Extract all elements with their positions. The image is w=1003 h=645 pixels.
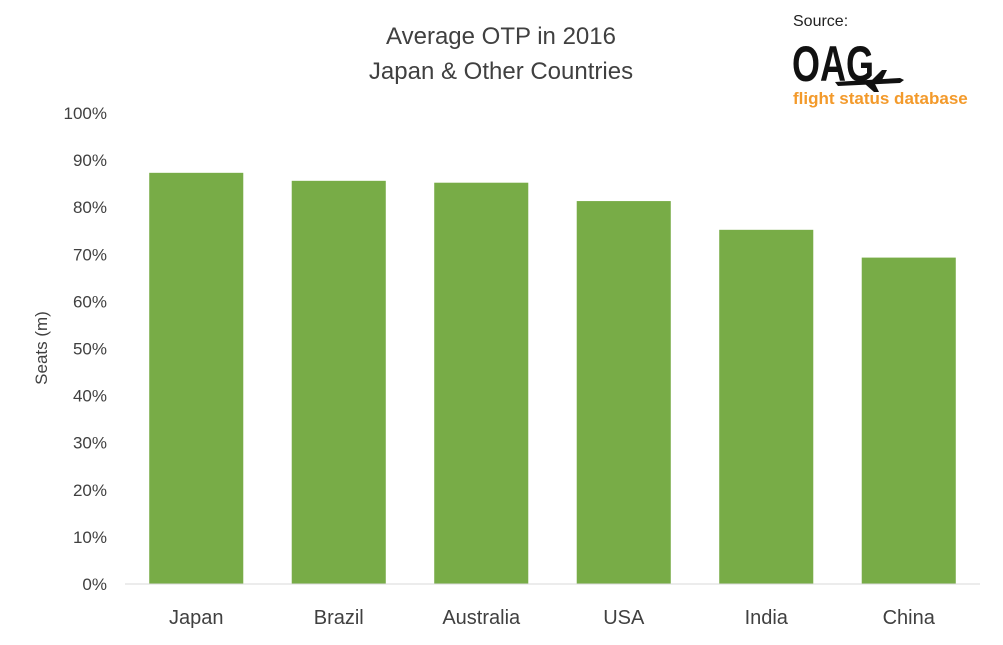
y-tick-label: 10% bbox=[73, 528, 107, 547]
x-axis-labels: Japan Brazil Australia USA India China bbox=[169, 607, 936, 629]
y-tick-label: 30% bbox=[73, 434, 107, 453]
airplane-icon bbox=[835, 70, 904, 92]
x-tick-label: China bbox=[883, 607, 936, 629]
y-tick-label: 100% bbox=[64, 104, 107, 123]
bar-china bbox=[861, 257, 956, 584]
x-tick-label: USA bbox=[603, 607, 645, 629]
y-tick-label: 80% bbox=[73, 198, 107, 217]
bars bbox=[149, 172, 956, 585]
x-tick-label: India bbox=[745, 607, 789, 629]
y-tick-label: 70% bbox=[73, 245, 107, 264]
bar-usa bbox=[576, 201, 671, 584]
bar-brazil bbox=[291, 180, 386, 584]
source-block: Source: OAG flight status database bbox=[792, 13, 968, 108]
bar-india bbox=[719, 229, 814, 585]
y-tick-label: 20% bbox=[73, 481, 107, 500]
y-tick-label: 60% bbox=[73, 292, 107, 311]
source-label: Source: bbox=[793, 13, 848, 30]
x-tick-label: Brazil bbox=[314, 607, 364, 629]
y-tick-label: 40% bbox=[73, 387, 107, 406]
x-tick-label: Japan bbox=[169, 607, 224, 629]
y-axis-ticks: 0% 10% 20% 30% 40% 50% 60% 70% 80% 90% 100% bbox=[64, 104, 107, 594]
chart-title-line-2: Japan & Other Countries bbox=[369, 58, 633, 85]
chart-title-line-1: Average OTP in 2016 bbox=[386, 23, 616, 50]
x-tick-label: Australia bbox=[442, 607, 521, 629]
source-subtitle: flight status database bbox=[793, 89, 968, 108]
y-axis-label: Seats (m) bbox=[32, 311, 51, 385]
bar-australia bbox=[434, 182, 529, 584]
y-tick-label: 0% bbox=[82, 575, 107, 594]
bar-japan bbox=[149, 172, 244, 584]
y-tick-label: 90% bbox=[73, 151, 107, 170]
y-tick-label: 50% bbox=[73, 340, 107, 359]
